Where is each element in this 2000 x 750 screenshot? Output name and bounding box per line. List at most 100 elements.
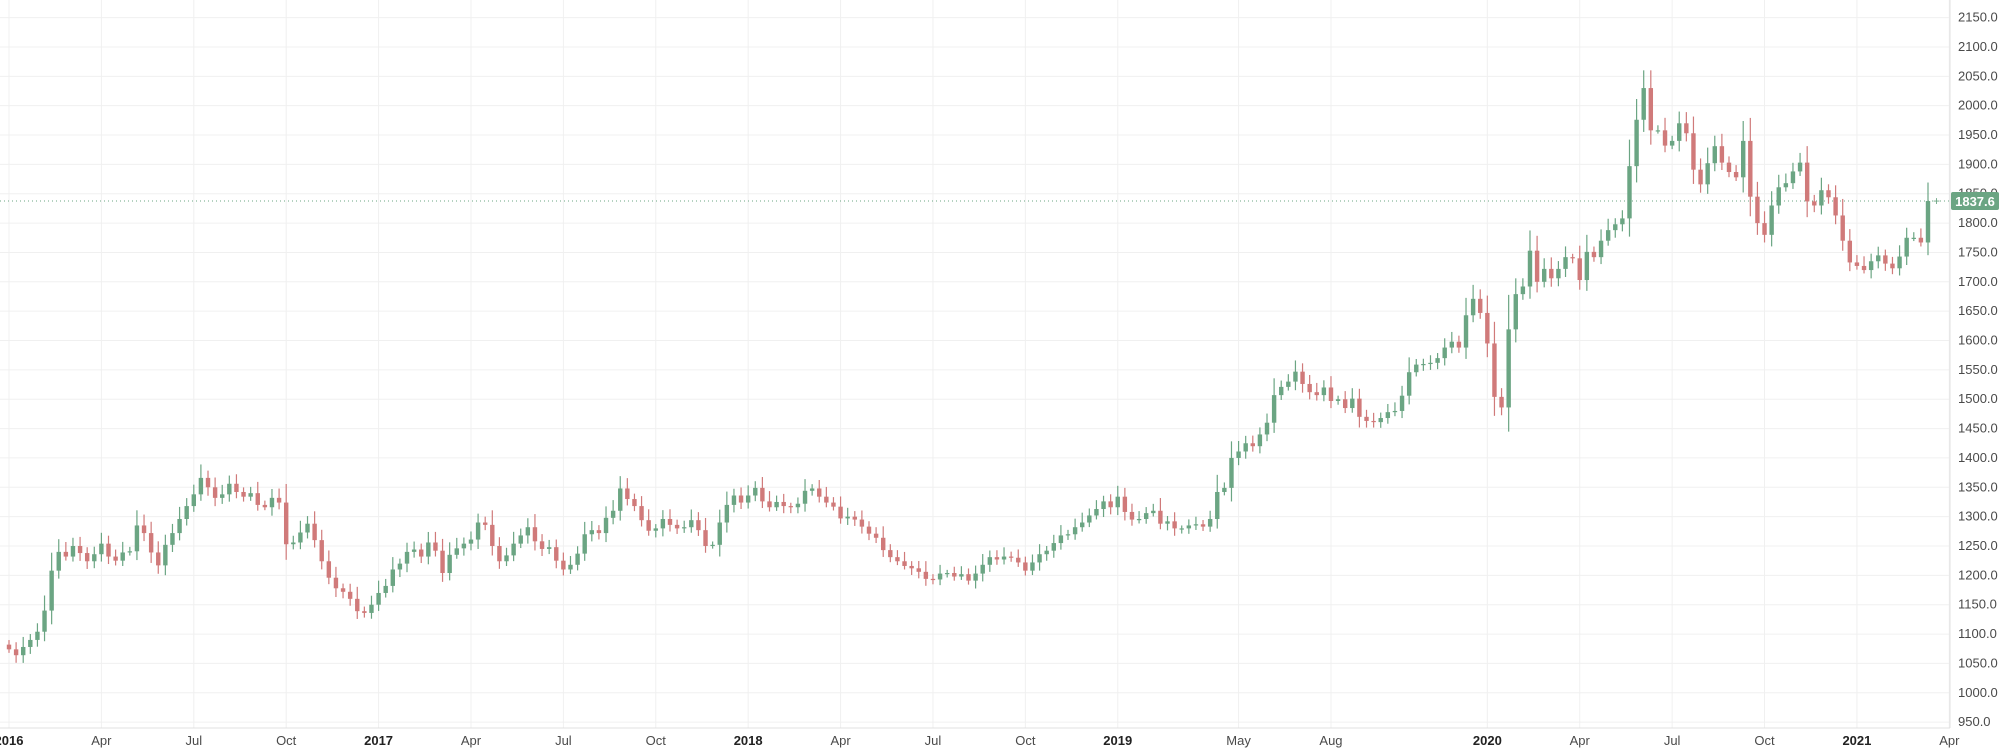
candle[interactable]: [1307, 374, 1312, 400]
candle[interactable]: [49, 552, 54, 625]
candle[interactable]: [1357, 388, 1362, 428]
candle[interactable]: [1563, 246, 1568, 277]
candle[interactable]: [1854, 255, 1860, 270]
candle[interactable]: [1449, 331, 1455, 354]
candle[interactable]: [28, 634, 33, 654]
candle[interactable]: [355, 586, 360, 619]
candle[interactable]: [1549, 257, 1554, 287]
candle[interactable]: [802, 479, 808, 512]
candle[interactable]: [781, 493, 786, 514]
candle[interactable]: [1300, 363, 1305, 393]
candle[interactable]: [1008, 551, 1014, 562]
candle[interactable]: [312, 511, 317, 548]
candle[interactable]: [1030, 554, 1035, 576]
candle[interactable]: [305, 516, 310, 539]
candle[interactable]: [504, 547, 509, 567]
candle[interactable]: [1712, 135, 1717, 172]
candle[interactable]: [1897, 245, 1902, 276]
candle[interactable]: [1833, 185, 1838, 225]
candle[interactable]: [340, 583, 346, 599]
candle[interactable]: [888, 544, 893, 563]
candle[interactable]: [1485, 295, 1490, 358]
candle[interactable]: [63, 542, 69, 561]
candle[interactable]: [937, 564, 943, 586]
candle[interactable]: [952, 566, 957, 581]
candle[interactable]: [1342, 391, 1348, 414]
candle[interactable]: [1236, 440, 1241, 466]
candle[interactable]: [170, 523, 175, 552]
candle[interactable]: [902, 551, 907, 570]
candle[interactable]: [852, 511, 857, 526]
candle[interactable]: [1868, 253, 1874, 279]
candle[interactable]: [994, 550, 1000, 565]
candle[interactable]: [269, 488, 275, 516]
candle[interactable]: [568, 555, 573, 574]
candle[interactable]: [212, 477, 218, 507]
candle[interactable]: [944, 569, 950, 578]
candle[interactable]: [1101, 495, 1106, 518]
candle[interactable]: [70, 537, 76, 562]
candle[interactable]: [767, 491, 772, 512]
candle[interactable]: [1790, 162, 1796, 189]
candle[interactable]: [1364, 409, 1369, 428]
candle[interactable]: [824, 486, 829, 508]
candle[interactable]: [1072, 518, 1078, 540]
candle[interactable]: [1812, 194, 1817, 213]
candle[interactable]: [1698, 158, 1703, 193]
candle[interactable]: [1193, 516, 1199, 530]
candle[interactable]: [845, 507, 850, 525]
candle[interactable]: [92, 546, 97, 569]
candle[interactable]: [1918, 228, 1924, 247]
candle[interactable]: [362, 606, 367, 618]
candle[interactable]: [980, 554, 985, 582]
candle[interactable]: [1797, 152, 1803, 176]
candle[interactable]: [1151, 503, 1156, 517]
candle[interactable]: [433, 531, 438, 557]
candle[interactable]: [1321, 380, 1327, 402]
candle[interactable]: [1392, 402, 1398, 417]
candle[interactable]: [1087, 508, 1092, 528]
candle[interactable]: [241, 487, 246, 502]
candle[interactable]: [1478, 289, 1483, 319]
candle[interactable]: [1819, 177, 1824, 215]
candle[interactable]: [1570, 253, 1575, 264]
candle[interactable]: [1328, 376, 1334, 409]
candle[interactable]: [1129, 503, 1135, 526]
candle[interactable]: [1520, 278, 1526, 300]
candle[interactable]: [1406, 357, 1412, 405]
candle[interactable]: [1605, 218, 1611, 246]
candle[interactable]: [113, 549, 118, 566]
candle[interactable]: [1890, 256, 1895, 275]
candle[interactable]: [745, 485, 751, 509]
candle[interactable]: [788, 502, 794, 514]
candle[interactable]: [383, 578, 388, 598]
candle[interactable]: [1655, 125, 1661, 134]
candle[interactable]: [1840, 198, 1845, 251]
candle[interactable]: [625, 478, 630, 506]
candle[interactable]: [1065, 529, 1071, 540]
candle[interactable]: [1577, 245, 1582, 290]
time-axis[interactable]: 2016 Apr Jul Oct 2017 Apr Jul Oct 2018 Apr Jul Oct 2…: [0, 727, 1960, 748]
candle[interactable]: [1385, 403, 1391, 424]
candle[interactable]: [220, 484, 225, 504]
candle[interactable]: [1741, 121, 1746, 193]
candle[interactable]: [35, 623, 40, 647]
candle[interactable]: [973, 565, 978, 589]
candle[interactable]: [1641, 70, 1646, 132]
candle[interactable]: [916, 560, 921, 579]
candle[interactable]: [710, 541, 715, 549]
candle[interactable]: [1207, 510, 1213, 532]
candle[interactable]: [298, 520, 303, 550]
candle[interactable]: [1499, 388, 1504, 416]
candle[interactable]: [518, 528, 523, 549]
candle[interactable]: [184, 498, 189, 526]
candle[interactable]: [475, 513, 481, 549]
candle[interactable]: [653, 524, 658, 538]
candle[interactable]: [838, 496, 843, 524]
candle[interactable]: [1108, 494, 1113, 515]
candle[interactable]: [333, 566, 339, 598]
candle[interactable]: [454, 537, 459, 559]
candle[interactable]: [1314, 382, 1319, 401]
candle[interactable]: [1058, 525, 1064, 550]
